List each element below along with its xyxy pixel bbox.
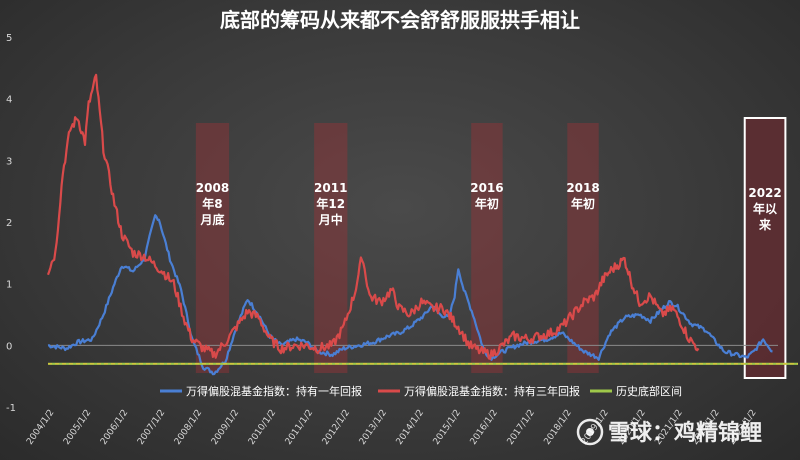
- bottom-zone-label: 年8: [202, 196, 222, 211]
- y-tick-label: 0: [6, 341, 12, 352]
- bottom-zone-rect: [314, 123, 348, 373]
- bottom-zone-rect: [471, 123, 503, 373]
- x-tick-label: 2013/1/2: [358, 408, 389, 447]
- x-tick-label: 2017/1/2: [506, 408, 537, 447]
- chart-title: 底部的筹码从来都不会舒舒服服拱手相让: [220, 8, 580, 32]
- y-tick-label: 2: [6, 218, 12, 229]
- bottom-zone-label: 年12: [316, 196, 345, 211]
- bottom-zone-label: 2008: [196, 181, 229, 195]
- bottom-zone-label: 2016: [470, 181, 503, 195]
- x-tick-label: 2008/1/2: [173, 408, 204, 447]
- watermark: 雪球：鸡精锦鲤: [576, 418, 762, 446]
- legend: 万得偏股混基金指数：持有一年回报 万得偏股混基金指数：持有三年回报 历史底部区间: [160, 384, 682, 398]
- y-tick-label: -1: [6, 403, 16, 414]
- bottom-zone-rect: [567, 123, 599, 373]
- bottom-zone-rect: [743, 117, 787, 379]
- bottom-zone-label: 来: [758, 217, 772, 232]
- x-tick-label: 2014/1/2: [395, 408, 426, 447]
- bottom-zone-label: 月中: [318, 212, 343, 227]
- x-tick-label: 2016/1/2: [469, 408, 500, 447]
- y-tick-label: 3: [6, 156, 12, 167]
- legend-label: 万得偏股混基金指数：持有一年回报: [186, 384, 362, 398]
- x-tick-label: 2012/1/2: [321, 408, 352, 447]
- x-tick-label: 2015/1/2: [432, 408, 463, 447]
- x-tick-label: 2004/1/2: [25, 408, 56, 447]
- x-tick-label: 2005/1/2: [62, 408, 93, 447]
- y-axis: 5 4 3 2 1 0 -1: [6, 33, 778, 414]
- bottom-zone-label: 年以: [753, 201, 777, 216]
- bottom-zone-label: 2018: [566, 181, 599, 195]
- watermark-text: 雪球：鸡精锦鲤: [608, 420, 762, 446]
- x-tick-label: 2011/1/2: [284, 408, 315, 447]
- plot-lines: [46, 73, 798, 376]
- y-tick-label: 1: [6, 280, 12, 291]
- y-tick-label: 5: [6, 33, 12, 44]
- x-tick-label: 2007/1/2: [136, 408, 167, 447]
- x-tick-label: 2009/1/2: [210, 408, 241, 447]
- snowball-logo-icon: [576, 418, 604, 446]
- x-tick-label: 2019/1/2: [580, 408, 611, 447]
- x-tick-label: 2018/1/2: [543, 408, 574, 447]
- bottom-zone-label: 2011: [314, 181, 347, 195]
- bottom-zones: [195, 117, 787, 379]
- bottom-zone-rect: [195, 123, 230, 373]
- y-tick-label: 4: [6, 95, 12, 106]
- bottom-zone-label: 月底: [199, 212, 224, 227]
- series-line-1yr-return: [47, 214, 773, 376]
- x-tick-label: 2010/1/2: [247, 408, 278, 447]
- bottom-zone-label: 2022: [748, 186, 781, 200]
- legend-label: 历史底部区间: [616, 384, 682, 398]
- bottom-zone-label: 年初: [475, 196, 499, 211]
- bottom-zone-label: 年初: [571, 196, 595, 211]
- legend-label: 万得偏股混基金指数：持有三年回报: [404, 384, 580, 398]
- x-tick-label: 2006/1/2: [99, 408, 130, 447]
- series-line-3yr-return: [46, 73, 700, 360]
